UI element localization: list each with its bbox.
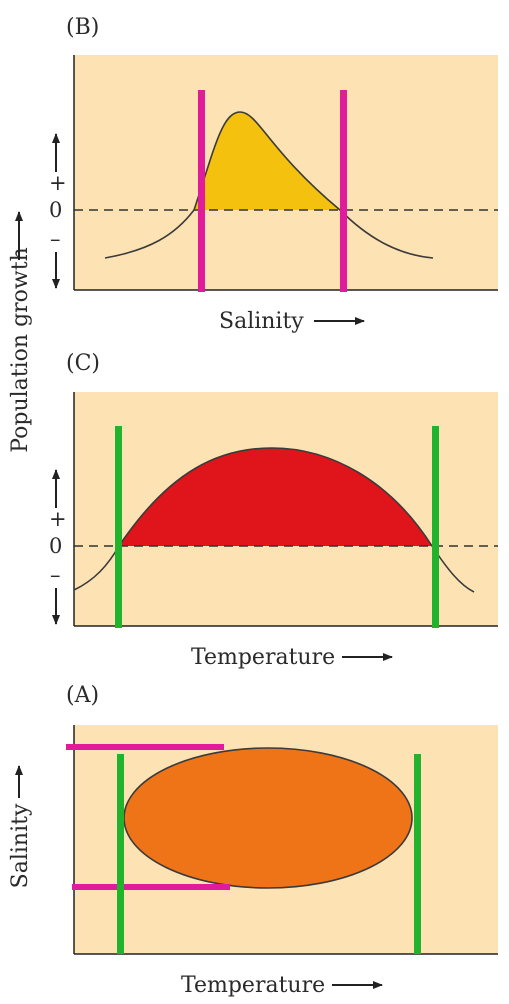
panel-c-lower-temperature-limit [115,426,122,628]
panel-b-positive-growth-area [194,112,340,210]
panel-c-plus: + [49,507,67,531]
shared-y-label-group: Population growth [8,247,33,453]
panel-c-label: (C) [66,351,100,376]
panel-c-minus: – [50,563,61,587]
panel-c-x-label: Temperature [191,645,335,670]
panel-c-upper-temperature-limit [432,426,439,628]
panel-b-upper-salinity-limit [340,90,347,292]
panel-a-niche-ellipse [123,747,413,889]
panel-a: (A) Salinity Temperature [8,683,498,998]
panel-b-growth-curve [104,111,434,259]
panel-a-lower-salinity-limit [72,884,230,890]
panel-b-plus: + [49,171,67,195]
panel-c-positive-growth-area [119,448,432,546]
panel-c-zero: 0 [49,534,62,558]
panel-a-upper-temperature-limit [414,754,421,954]
panel-c: (C) + 0 – Temperature [49,351,498,670]
panel-a-lower-temperature-limit [117,754,124,954]
panel-b-label: (B) [66,15,99,40]
panel-b-zero: 0 [49,198,62,222]
panel-a-x-label: Temperature [181,973,325,998]
panel-b-lower-salinity-limit [198,90,205,292]
panel-a-y-label: Salinity [8,803,33,888]
panel-b-minus: – [50,227,61,251]
panel-a-upper-salinity-limit [66,744,224,750]
panel-a-y-label-group: Salinity [8,803,33,888]
panel-b: (B) + 0 – Salinity [49,15,498,334]
panel-a-label: (A) [66,683,99,708]
shared-y-label: Population growth [8,247,33,453]
panel-b-x-label: Salinity [219,309,304,334]
